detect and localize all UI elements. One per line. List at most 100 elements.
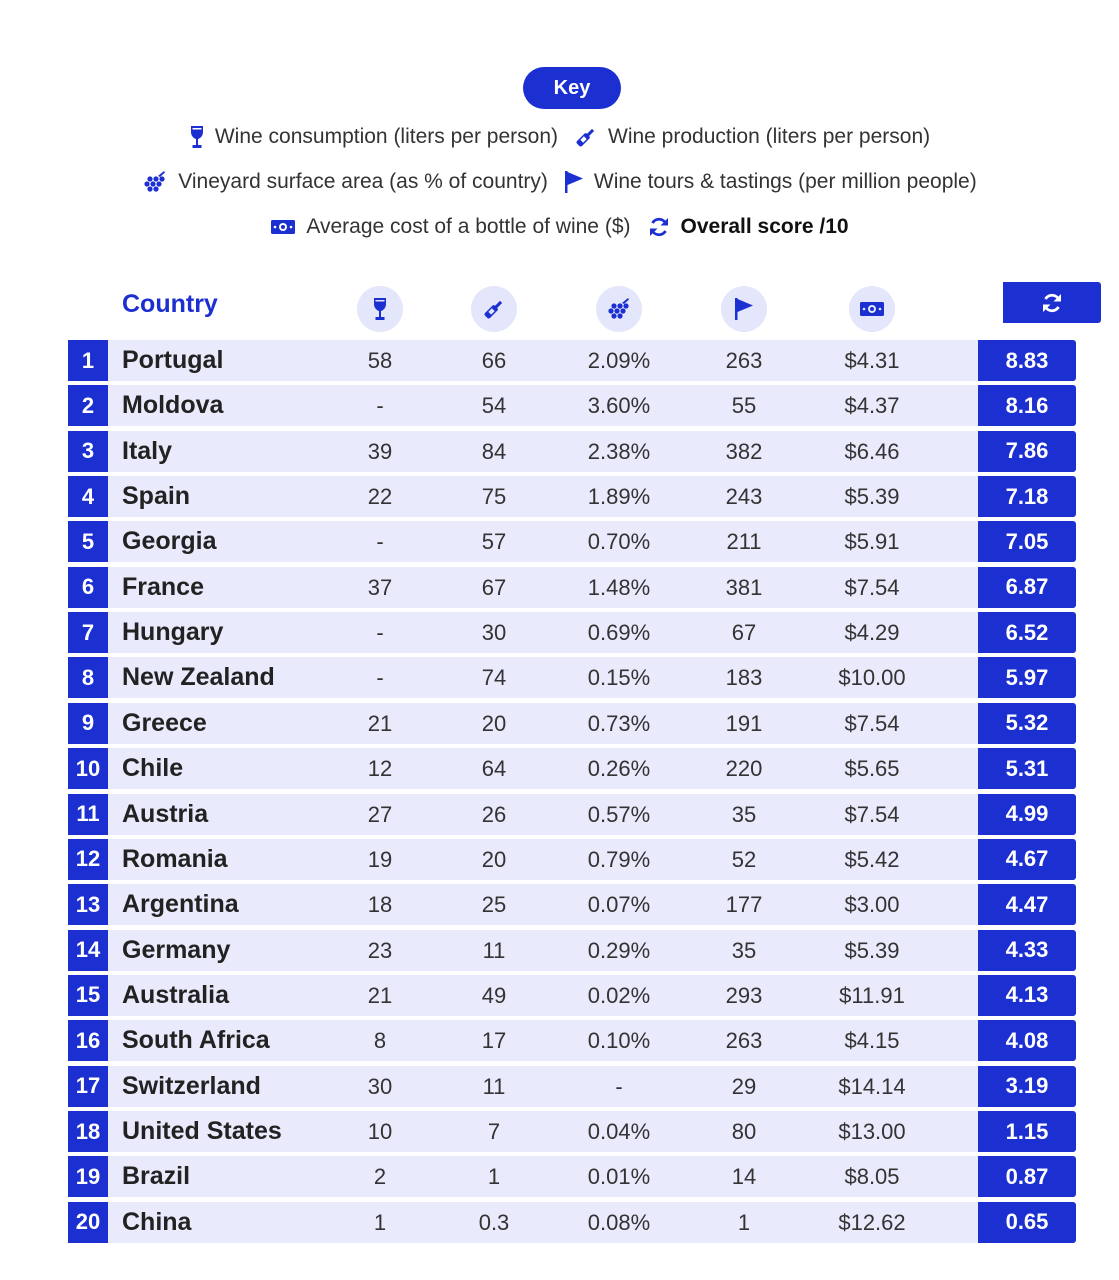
score-column-header: [1003, 282, 1101, 323]
consumption-value: 27: [367, 801, 393, 827]
consumption-value: 39: [367, 438, 393, 464]
vineyard-value: 2.38%: [587, 438, 651, 464]
key-text-cost: Average cost of a bottle of wine ($): [306, 215, 631, 238]
consumption-value: 12: [367, 756, 393, 782]
country-name: Brazil: [122, 1162, 191, 1191]
tours-value: 55: [731, 393, 757, 419]
vineyard-value: 0.02%: [587, 982, 651, 1008]
overall-score-value: 4.33: [978, 929, 1076, 971]
production-value: 57: [481, 529, 507, 555]
vineyard-value: 0.70%: [587, 529, 651, 555]
overall-score-value: 7.86: [978, 430, 1076, 472]
table-row: 9 Greece 21 20 0.73% 191 $7.54 5.32: [0, 702, 1119, 744]
key-item-cost: Average cost of a bottle of wine ($): [270, 215, 631, 239]
row-background: [108, 748, 978, 790]
vineyard-value: 0.57%: [587, 801, 651, 827]
grapes-icon: [144, 171, 166, 192]
rank-badge: 20: [68, 1201, 108, 1243]
rank-badge: 18: [68, 1111, 108, 1152]
row-background: [108, 974, 978, 1016]
tours-value: 1: [737, 1209, 751, 1235]
wine-bottle-icon: [484, 300, 503, 319]
refresh-icon: [1043, 293, 1061, 312]
overall-score-value: 5.97: [978, 657, 1076, 699]
table-header: Country: [0, 282, 1119, 334]
consumption-value: -: [376, 665, 384, 691]
rank-badge: 17: [68, 1065, 108, 1107]
row-background: [108, 521, 978, 563]
overall-score-value: 3.19: [978, 1065, 1076, 1107]
country-name: Italy: [122, 436, 173, 465]
consumption-value: 8: [373, 1028, 387, 1054]
table-row: 10 Chile 12 64 0.26% 220 $5.65 5.31: [0, 748, 1119, 790]
tours-value: 67: [731, 620, 757, 646]
vineyard-value: 0.07%: [587, 892, 651, 918]
key-item-production: Wine production (liters per person): [574, 125, 930, 149]
overall-score-value: 6.52: [978, 612, 1076, 654]
tours-value: 211: [726, 529, 762, 555]
vineyard-value: 0.15%: [587, 665, 651, 691]
country-name: Portugal: [122, 346, 224, 374]
cost-value: $8.05: [844, 1164, 900, 1190]
consumption-value: 23: [367, 937, 393, 963]
vineyard-value: 0.04%: [587, 1119, 651, 1144]
key-item-score: Overall score /10: [647, 215, 849, 239]
country-name: Argentina: [122, 890, 239, 919]
table-row: 13 Argentina 18 25 0.07% 177 $3.00 4.47: [0, 884, 1119, 926]
rank-badge: 13: [68, 884, 108, 926]
tours-value: 293: [725, 982, 763, 1008]
vineyard-column-header: [596, 286, 642, 332]
consumption-value: 2: [373, 1164, 387, 1190]
overall-score-value: 0.87: [978, 1156, 1076, 1198]
flag-icon: [564, 171, 583, 193]
cost-value: $7.54: [844, 801, 900, 827]
overall-score-value: 4.08: [978, 1020, 1076, 1062]
country-name: Germany: [122, 935, 231, 964]
vineyard-value: 0.26%: [587, 756, 651, 782]
production-value: 20: [481, 846, 507, 872]
flag-icon: [735, 298, 753, 320]
country-name: Georgia: [122, 527, 217, 556]
tours-value: 263: [725, 348, 763, 373]
country-name: China: [122, 1207, 192, 1236]
tours-value: 80: [731, 1119, 757, 1144]
cost-column-header: [849, 286, 895, 332]
country-name: Hungary: [122, 618, 224, 647]
key-text-production: Wine production (liters per person): [608, 125, 931, 148]
consumption-value: 19: [367, 846, 393, 872]
tours-value: 382: [725, 438, 763, 464]
cost-value: $4.31: [844, 348, 900, 373]
overall-score-value: 8.16: [978, 385, 1076, 427]
country-name: Romania: [122, 844, 228, 873]
consumption-value: -: [376, 620, 384, 646]
rank-badge: 14: [68, 929, 108, 971]
key-item-consumption: Wine consumption (liters per person): [189, 125, 558, 149]
key-badge: Key: [523, 67, 621, 109]
production-value: 75: [481, 484, 507, 510]
consumption-value: 30: [367, 1073, 393, 1099]
overall-score-value: 0.65: [978, 1201, 1076, 1243]
country-name: South Africa: [122, 1026, 270, 1055]
row-background: [108, 430, 978, 472]
country-name: Australia: [122, 980, 229, 1009]
consumption-value: -: [376, 529, 384, 555]
rank-badge: 10: [68, 748, 108, 790]
consumption-value: 22: [367, 484, 393, 510]
country-name: United States: [122, 1117, 282, 1145]
row-background: [108, 702, 978, 744]
production-value: 74: [481, 665, 507, 691]
cost-value: $4.15: [844, 1028, 900, 1054]
production-value: 67: [481, 574, 507, 600]
production-value: 49: [481, 982, 507, 1008]
consumption-column-header: [357, 286, 403, 332]
rank-badge: 5: [68, 521, 108, 563]
key-text-vineyard: Vineyard surface area (as % of country): [178, 170, 548, 193]
overall-score-value: 1.15: [978, 1111, 1076, 1152]
overall-score-value: 4.13: [978, 974, 1076, 1016]
country-name: Chile: [122, 754, 184, 783]
tours-column-header: [721, 286, 767, 332]
table-row: 2 Moldova - 54 3.60% 55 $4.37 8.16: [0, 385, 1119, 427]
country-column-header: Country: [122, 290, 218, 318]
tours-value: 29: [731, 1073, 757, 1099]
vineyard-value: 0.79%: [587, 846, 651, 872]
